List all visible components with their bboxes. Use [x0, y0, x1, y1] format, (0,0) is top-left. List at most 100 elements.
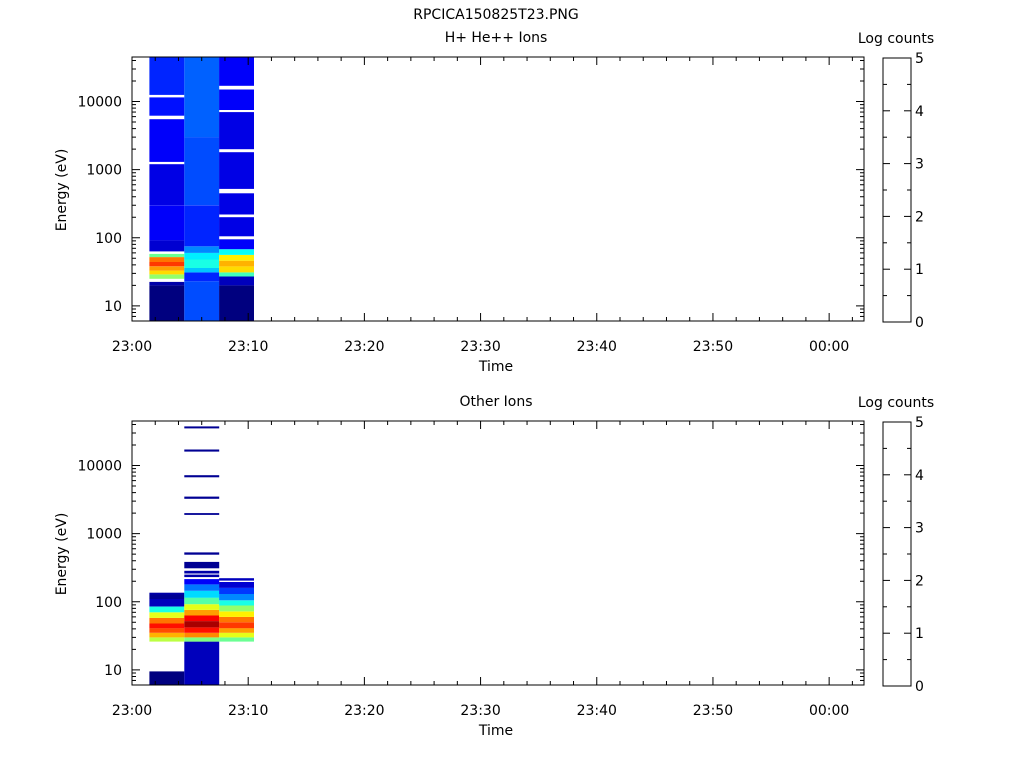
colorbar-tick-label: 4	[915, 104, 924, 120]
x-tick-label: 23:50	[693, 703, 733, 719]
heatmap-cell	[184, 259, 220, 268]
heatmap-cell	[184, 272, 220, 282]
heatmap-cell	[219, 89, 254, 110]
heatmap-cell	[184, 604, 220, 610]
x-tick-label: 23:40	[577, 703, 617, 719]
heatmap-cell	[149, 240, 185, 252]
heatmap-cell	[149, 97, 185, 116]
x-axis-label: Time	[478, 723, 513, 739]
colorbar-tick-label: 3	[915, 521, 924, 537]
heatmap-cell	[184, 609, 220, 616]
heatmap-cell	[219, 628, 254, 633]
x-ticks: 23:00 23:10 23:20 23:30 23:40 23:50 00:00	[112, 421, 853, 719]
heatmap-cell	[184, 552, 220, 555]
heatmap-cell	[149, 592, 185, 595]
x-tick-label: 23:10	[228, 703, 268, 719]
heatmap-cell	[219, 605, 254, 612]
heatmap-cell	[184, 570, 220, 574]
heatmap-cell	[149, 205, 185, 241]
heatmap-cell	[149, 57, 185, 95]
colorbar-scale	[882, 57, 912, 323]
heatmap-cell	[184, 246, 220, 253]
panel-other-ions: Other Ions Time Energy (eV) Log counts 2…	[54, 394, 934, 739]
heatmap-cell	[219, 272, 254, 277]
colorbar-tick-label: 5	[915, 415, 924, 431]
colorbar-tick-label: 4	[915, 468, 924, 484]
heatmap-cell	[149, 285, 185, 321]
heatmap-cell	[149, 594, 185, 599]
heatmap-cell	[149, 164, 185, 206]
heatmap-cell	[219, 632, 254, 638]
y-tick-label: 1000	[86, 527, 122, 543]
heatmap-cell	[219, 637, 254, 642]
heatmap-cell	[219, 260, 254, 267]
plot-frame	[131, 56, 865, 322]
heatmap-cell	[219, 594, 254, 601]
heatmap-cell	[184, 205, 220, 247]
figure-title: RPCICA150825T23.PNG	[413, 7, 578, 23]
colorbar: 0 1 2 3 4 5	[882, 51, 924, 331]
heatmap-cell	[184, 584, 220, 591]
heatmap-cell	[184, 621, 220, 628]
heatmap-cell	[184, 597, 220, 605]
heatmap-cell	[219, 616, 254, 623]
heatmap-cell	[219, 193, 254, 215]
y-ticks: 10 100 1000 10000	[77, 59, 864, 322]
heatmap-cell	[184, 632, 220, 638]
heatmap-cell	[184, 579, 220, 585]
heatmap-cell	[149, 671, 185, 685]
x-tick-label: 23:50	[693, 339, 733, 355]
heatmap-cell	[184, 57, 220, 138]
colorbar-label: Log counts	[858, 31, 934, 47]
heatmap-cell	[219, 249, 254, 255]
heatmap-cell	[219, 217, 254, 237]
heatmap-cell	[149, 262, 185, 267]
heatmap-cell	[149, 628, 185, 633]
heatmap-cell	[149, 257, 185, 262]
x-tick-label: 23:00	[112, 339, 152, 355]
heatmap-cell	[184, 449, 220, 452]
heatmap-cell	[149, 598, 185, 607]
x-tick-label: 00:00	[809, 703, 849, 719]
x-axis-label: Time	[478, 359, 513, 375]
y-axis-label: Energy (eV)	[54, 149, 70, 232]
heatmap-cell	[219, 152, 254, 189]
heatmap-cell	[184, 268, 220, 273]
heatmap-cell	[184, 615, 220, 622]
colorbar-tick-label: 1	[915, 626, 924, 642]
colorbar-tick-label: 2	[915, 209, 924, 225]
heatmap-cell	[219, 285, 254, 321]
heatmap-cell	[184, 627, 220, 633]
heatmap-cell	[219, 112, 254, 150]
heatmap-cell	[219, 622, 254, 629]
y-tick-label: 100	[95, 231, 122, 247]
heatmap-cell	[219, 276, 254, 286]
heatmap-cell	[184, 561, 220, 569]
heatmap-cell	[184, 426, 220, 429]
heatmap-cell	[149, 606, 185, 613]
y-axis-label: Energy (eV)	[54, 513, 70, 596]
heatmap-cell	[184, 137, 220, 206]
colorbar-tick-label: 1	[915, 262, 924, 278]
heatmap-cell	[149, 617, 185, 624]
x-tick-label: 23:10	[228, 339, 268, 355]
x-tick-label: 23:30	[460, 339, 500, 355]
colorbar-tick-label: 0	[915, 315, 924, 331]
heatmap-cell	[184, 252, 220, 260]
panel-title: Other Ions	[459, 394, 532, 410]
heatmap-cell	[149, 637, 185, 642]
heatmap-cell	[184, 281, 220, 321]
colorbar-tick-label: 5	[915, 51, 924, 67]
heatmap-cell	[149, 632, 185, 638]
x-tick-label: 23:20	[344, 703, 384, 719]
heatmap-cell	[184, 637, 220, 642]
heatmap-cell	[149, 270, 185, 275]
y-tick-label: 10000	[77, 459, 122, 475]
heatmap-cell	[149, 119, 185, 162]
heatmap-cell	[184, 590, 220, 598]
heatmap-cell	[219, 600, 254, 606]
heatmap-cell	[184, 574, 220, 578]
heatmap-cell	[184, 496, 220, 499]
